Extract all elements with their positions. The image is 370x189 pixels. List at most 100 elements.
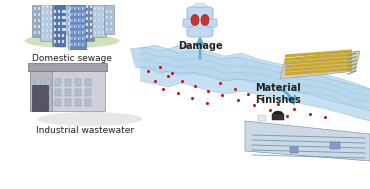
- Bar: [55, 99, 61, 106]
- Bar: [50, 29, 52, 32]
- Bar: [75, 6, 77, 10]
- Bar: [52, 5, 64, 46]
- Bar: [75, 42, 77, 46]
- Bar: [98, 31, 100, 34]
- Bar: [55, 79, 61, 86]
- Bar: [54, 10, 56, 13]
- Bar: [78, 25, 80, 28]
- Bar: [54, 34, 56, 37]
- Bar: [83, 30, 85, 34]
- Bar: [71, 6, 73, 10]
- FancyBboxPatch shape: [183, 19, 193, 27]
- Bar: [330, 142, 340, 149]
- Bar: [75, 79, 81, 86]
- Bar: [74, 37, 76, 40]
- Bar: [54, 16, 56, 19]
- Bar: [78, 7, 80, 10]
- Bar: [35, 79, 41, 86]
- Bar: [75, 36, 77, 40]
- Bar: [290, 147, 298, 153]
- Bar: [94, 19, 96, 22]
- Bar: [65, 89, 71, 96]
- Bar: [35, 89, 41, 96]
- Bar: [62, 22, 64, 25]
- Bar: [46, 17, 48, 20]
- Bar: [94, 25, 96, 28]
- Bar: [58, 10, 60, 13]
- Bar: [34, 13, 36, 16]
- Bar: [75, 99, 81, 106]
- Bar: [70, 5, 86, 49]
- Circle shape: [191, 3, 209, 21]
- Bar: [78, 43, 80, 46]
- Bar: [85, 79, 91, 86]
- Bar: [46, 35, 48, 38]
- Bar: [94, 7, 96, 10]
- Bar: [70, 7, 72, 10]
- Bar: [102, 25, 104, 28]
- Bar: [34, 19, 36, 22]
- Bar: [85, 99, 91, 106]
- Bar: [86, 17, 88, 20]
- Bar: [98, 19, 100, 22]
- Bar: [28, 63, 107, 71]
- Bar: [79, 24, 81, 28]
- Bar: [55, 5, 65, 46]
- Bar: [32, 85, 48, 111]
- Bar: [90, 23, 92, 26]
- Bar: [42, 17, 44, 20]
- Bar: [78, 13, 80, 16]
- Bar: [70, 31, 72, 34]
- Bar: [30, 69, 105, 111]
- Text: Domestic sewage: Domestic sewage: [32, 54, 112, 63]
- Bar: [86, 11, 88, 14]
- Bar: [90, 5, 92, 8]
- Bar: [62, 16, 64, 19]
- Bar: [64, 16, 66, 19]
- Bar: [75, 30, 77, 34]
- Bar: [71, 18, 73, 22]
- Bar: [62, 5, 70, 34]
- Bar: [106, 10, 108, 13]
- Ellipse shape: [191, 15, 199, 26]
- Bar: [83, 6, 85, 10]
- Bar: [42, 23, 44, 26]
- Bar: [83, 18, 85, 22]
- Bar: [82, 25, 84, 28]
- Bar: [75, 24, 77, 28]
- Bar: [30, 69, 52, 111]
- Bar: [71, 42, 73, 46]
- Bar: [42, 11, 44, 14]
- Bar: [82, 19, 84, 22]
- Bar: [75, 12, 77, 16]
- Bar: [272, 114, 284, 120]
- Bar: [110, 16, 112, 19]
- Bar: [32, 5, 42, 37]
- Bar: [64, 10, 66, 13]
- Bar: [54, 40, 56, 43]
- Bar: [98, 25, 100, 28]
- Text: Material
Finishes: Material Finishes: [255, 83, 301, 105]
- Bar: [102, 31, 104, 34]
- Bar: [74, 43, 76, 46]
- Bar: [62, 34, 64, 37]
- Ellipse shape: [24, 34, 120, 48]
- Bar: [50, 23, 52, 26]
- Bar: [65, 79, 71, 86]
- Bar: [74, 25, 76, 28]
- Bar: [45, 79, 51, 86]
- Bar: [258, 115, 266, 121]
- Bar: [75, 89, 81, 96]
- Bar: [64, 28, 66, 31]
- Bar: [86, 5, 88, 8]
- Bar: [82, 13, 84, 16]
- Bar: [58, 40, 60, 43]
- Bar: [86, 23, 88, 26]
- Bar: [68, 10, 70, 13]
- Bar: [35, 99, 41, 106]
- Polygon shape: [280, 51, 360, 79]
- Bar: [82, 7, 84, 10]
- Bar: [54, 28, 56, 31]
- Bar: [70, 37, 72, 40]
- Bar: [50, 11, 52, 14]
